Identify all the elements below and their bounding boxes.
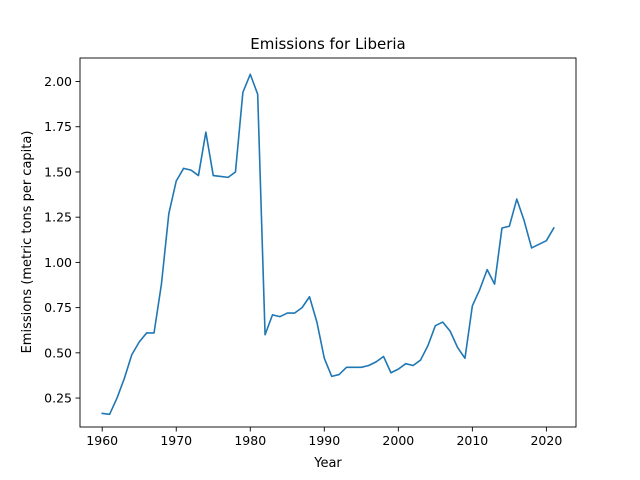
plot-frame bbox=[79, 57, 577, 428]
x-tick-label: 1970 bbox=[160, 433, 192, 448]
series-line-0 bbox=[101, 73, 555, 416]
y-tick-label: 0.25 bbox=[44, 391, 72, 406]
y-tick-label: 1.50 bbox=[44, 164, 72, 179]
y-tick-label: 2.00 bbox=[44, 74, 72, 89]
plot-area: 1960 1970 1980 1990 2000 2010 2020 0.25 0.50 0.75… bbox=[44, 57, 577, 448]
y-tick-label: 1.25 bbox=[44, 210, 72, 225]
x-tick-label: 1980 bbox=[234, 433, 266, 448]
x-tick-label: 2020 bbox=[530, 433, 562, 448]
y-tick-label: 0.50 bbox=[44, 345, 72, 360]
y-tick-label: 1.00 bbox=[44, 255, 72, 270]
x-tick-label: 1990 bbox=[308, 433, 340, 448]
chart-title: Emissions for Liberia bbox=[250, 35, 406, 53]
x-tick-label: 1960 bbox=[86, 433, 118, 448]
x-tick-label: 2000 bbox=[382, 433, 414, 448]
x-tick-label: 2010 bbox=[456, 433, 488, 448]
x-axis-label: Year bbox=[313, 456, 342, 471]
y-tick-label: 1.75 bbox=[44, 119, 72, 134]
y-tick-label: 0.75 bbox=[44, 300, 72, 315]
y-axis-label: Emissions (metric tons per capita) bbox=[20, 131, 35, 354]
